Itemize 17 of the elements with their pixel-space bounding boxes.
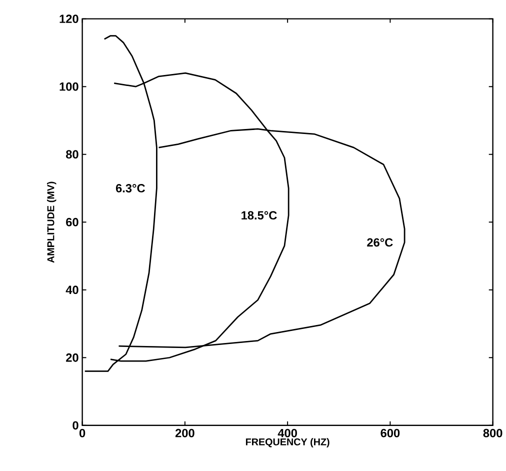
y-axis-title: AMPLITUDE (MV) [46, 182, 56, 263]
series-label: 26°C [367, 238, 393, 247]
y-tick-label: 80 [66, 150, 78, 159]
x-axis-title: FREQUENCY (HZ) [246, 438, 330, 448]
y-tick-label: 100 [60, 82, 78, 91]
y-tick-label: 0 [72, 421, 78, 430]
series-label: 6.3°C [116, 184, 145, 192]
x-tick-label: 0 [79, 428, 86, 438]
y-tick-label: 20 [66, 353, 78, 362]
y-tick-label: 60 [66, 218, 78, 226]
x-tick-label: 800 [483, 428, 502, 438]
y-tick-label: 40 [66, 286, 78, 294]
x-tick-label: 200 [175, 428, 194, 438]
x-tick-label: 600 [380, 428, 400, 438]
y-tick-label: 120 [60, 14, 78, 24]
series-label: 18.5°C [242, 211, 277, 220]
x-tick-label: 400 [278, 428, 297, 438]
